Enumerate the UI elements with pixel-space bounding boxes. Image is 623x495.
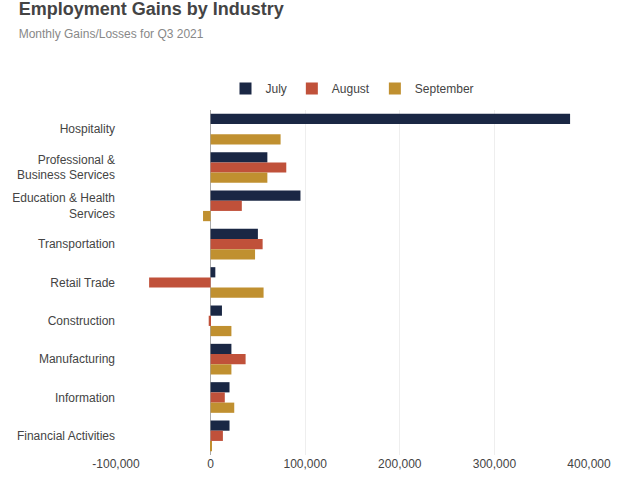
svg-text:Manufacturing: Manufacturing — [39, 352, 115, 366]
svg-text:Professional &Business Service: Professional &Business Services — [17, 153, 115, 183]
svg-text:Financial Activities: Financial Activities — [17, 429, 115, 443]
svg-text:400,000: 400,000 — [567, 457, 611, 471]
svg-text:300,000: 300,000 — [473, 457, 517, 471]
svg-text:-100,000: -100,000 — [92, 457, 140, 471]
svg-text:Education & HealthServices: Education & HealthServices — [12, 191, 115, 221]
svg-text:0: 0 — [207, 457, 214, 471]
svg-text:Retail Trade: Retail Trade — [50, 276, 115, 290]
svg-text:July: July — [266, 82, 287, 96]
svg-text:September: September — [415, 82, 474, 96]
svg-text:Information: Information — [55, 391, 115, 405]
svg-text:100,000: 100,000 — [284, 457, 328, 471]
svg-text:Construction: Construction — [48, 314, 115, 328]
svg-text:Transportation: Transportation — [38, 237, 115, 251]
svg-text:200,000: 200,000 — [378, 457, 422, 471]
svg-text:Employment Gains by IndustryMo: Employment Gains by IndustryMonthly Gain… — [19, 0, 284, 41]
svg-text:August: August — [332, 82, 370, 96]
svg-text:Hospitality: Hospitality — [60, 122, 115, 136]
